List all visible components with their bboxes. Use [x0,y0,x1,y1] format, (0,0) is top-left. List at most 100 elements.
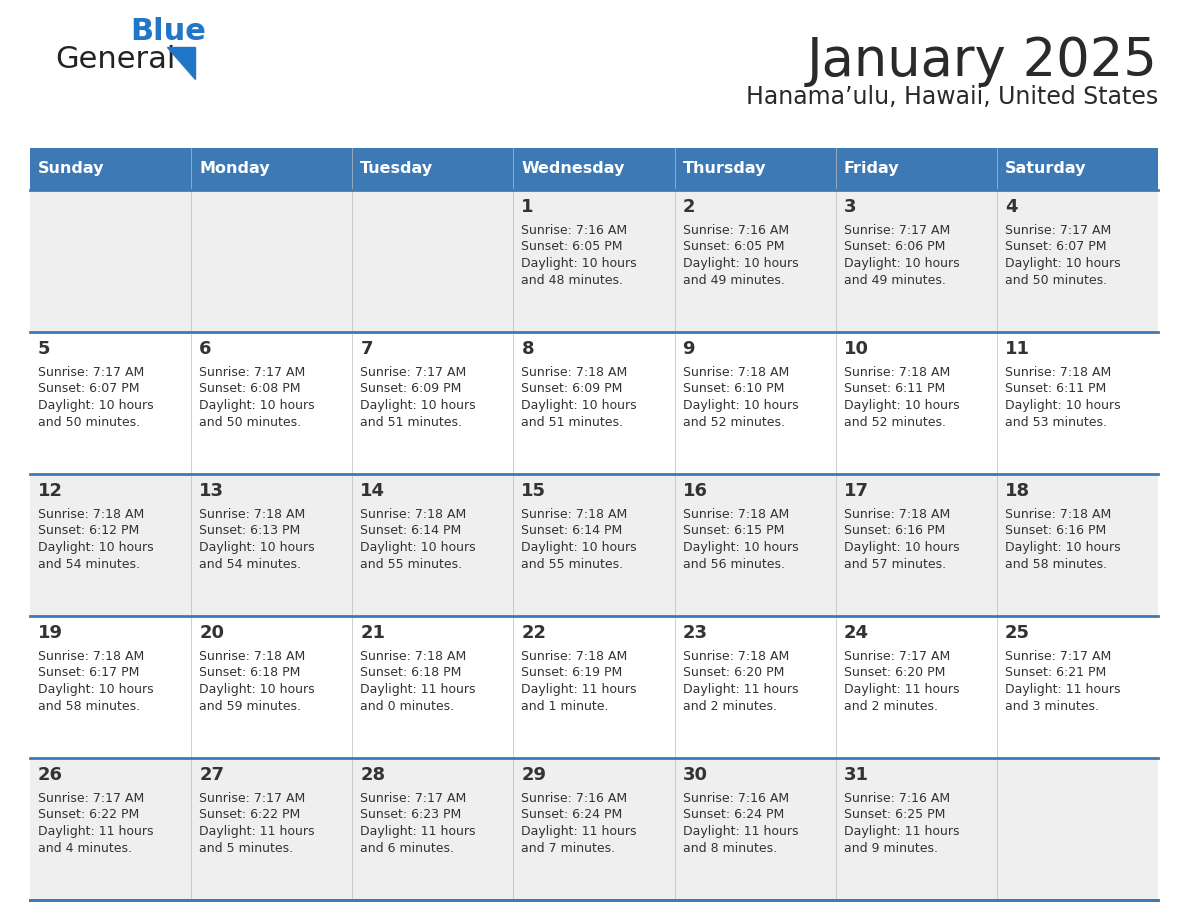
Text: Daylight: 11 hours: Daylight: 11 hours [522,825,637,838]
Text: Daylight: 10 hours: Daylight: 10 hours [360,399,476,412]
Text: Sunset: 6:17 PM: Sunset: 6:17 PM [38,666,139,679]
Text: Sunset: 6:11 PM: Sunset: 6:11 PM [1005,383,1106,396]
Text: Sunset: 6:11 PM: Sunset: 6:11 PM [843,383,944,396]
Text: Sunset: 6:16 PM: Sunset: 6:16 PM [1005,524,1106,538]
Bar [675,148,835,190]
Bar [30,190,1158,332]
Text: Daylight: 10 hours: Daylight: 10 hours [522,399,637,412]
Text: Sunset: 6:09 PM: Sunset: 6:09 PM [522,383,623,396]
Text: Sunset: 6:09 PM: Sunset: 6:09 PM [360,383,462,396]
Text: and 2 minutes.: and 2 minutes. [843,700,937,712]
Text: Daylight: 11 hours: Daylight: 11 hours [360,683,475,696]
Text: Daylight: 10 hours: Daylight: 10 hours [38,683,153,696]
Bar [30,332,1158,474]
Bar [30,148,191,190]
Text: Sunset: 6:22 PM: Sunset: 6:22 PM [200,809,301,822]
Bar [191,148,353,190]
Text: and 59 minutes.: and 59 minutes. [200,700,301,712]
Text: Daylight: 11 hours: Daylight: 11 hours [683,683,798,696]
Text: and 51 minutes.: and 51 minutes. [360,416,462,429]
Bar [30,758,1158,900]
Text: and 50 minutes.: and 50 minutes. [38,416,140,429]
Text: General: General [55,45,176,74]
Text: 21: 21 [360,624,385,642]
Text: 7: 7 [360,340,373,358]
Text: Sunrise: 7:18 AM: Sunrise: 7:18 AM [38,508,144,521]
Text: Sunset: 6:20 PM: Sunset: 6:20 PM [843,666,946,679]
Text: Sunrise: 7:18 AM: Sunrise: 7:18 AM [843,508,950,521]
Text: Daylight: 10 hours: Daylight: 10 hours [683,541,798,554]
Text: Daylight: 10 hours: Daylight: 10 hours [1005,399,1120,412]
Text: 23: 23 [683,624,708,642]
Text: Sunrise: 7:17 AM: Sunrise: 7:17 AM [200,366,305,379]
Text: Daylight: 11 hours: Daylight: 11 hours [1005,683,1120,696]
Text: and 55 minutes.: and 55 minutes. [522,557,624,570]
Text: 31: 31 [843,766,868,784]
Text: Daylight: 10 hours: Daylight: 10 hours [360,541,476,554]
Text: and 57 minutes.: and 57 minutes. [843,557,946,570]
Text: and 8 minutes.: and 8 minutes. [683,842,777,855]
Text: Daylight: 11 hours: Daylight: 11 hours [360,825,475,838]
Text: Sunrise: 7:18 AM: Sunrise: 7:18 AM [200,650,305,663]
Polygon shape [168,47,195,79]
Text: 28: 28 [360,766,385,784]
Text: Sunset: 6:05 PM: Sunset: 6:05 PM [522,241,623,253]
Text: Sunrise: 7:17 AM: Sunrise: 7:17 AM [843,650,950,663]
Text: 15: 15 [522,482,546,500]
Text: Sunrise: 7:18 AM: Sunrise: 7:18 AM [683,650,789,663]
Text: 25: 25 [1005,624,1030,642]
Text: 27: 27 [200,766,225,784]
Text: Daylight: 11 hours: Daylight: 11 hours [843,825,959,838]
Text: 17: 17 [843,482,868,500]
Text: 22: 22 [522,624,546,642]
Text: Sunrise: 7:18 AM: Sunrise: 7:18 AM [522,366,627,379]
Text: and 55 minutes.: and 55 minutes. [360,557,462,570]
Text: Sunset: 6:24 PM: Sunset: 6:24 PM [683,809,784,822]
Text: Sunset: 6:16 PM: Sunset: 6:16 PM [843,524,944,538]
Text: and 2 minutes.: and 2 minutes. [683,700,777,712]
Text: Monday: Monday [200,162,270,176]
Text: and 52 minutes.: and 52 minutes. [843,416,946,429]
Text: and 6 minutes.: and 6 minutes. [360,842,454,855]
Text: Sunrise: 7:17 AM: Sunrise: 7:17 AM [38,366,144,379]
Text: Sunset: 6:18 PM: Sunset: 6:18 PM [360,666,462,679]
Text: Sunrise: 7:16 AM: Sunrise: 7:16 AM [522,224,627,237]
Text: Friday: Friday [843,162,899,176]
Text: Sunset: 6:07 PM: Sunset: 6:07 PM [1005,241,1106,253]
Text: Sunset: 6:10 PM: Sunset: 6:10 PM [683,383,784,396]
Text: Daylight: 11 hours: Daylight: 11 hours [200,825,315,838]
Text: and 7 minutes.: and 7 minutes. [522,842,615,855]
Text: and 5 minutes.: and 5 minutes. [200,842,293,855]
Text: and 51 minutes.: and 51 minutes. [522,416,624,429]
Text: 16: 16 [683,482,708,500]
Text: 9: 9 [683,340,695,358]
Text: and 1 minute.: and 1 minute. [522,700,609,712]
Text: 8: 8 [522,340,535,358]
Text: 24: 24 [843,624,868,642]
Bar [835,148,997,190]
Text: 29: 29 [522,766,546,784]
Text: 18: 18 [1005,482,1030,500]
Bar [353,148,513,190]
Text: Sunrise: 7:16 AM: Sunrise: 7:16 AM [843,792,950,805]
Text: and 54 minutes.: and 54 minutes. [200,557,301,570]
Text: Sunrise: 7:16 AM: Sunrise: 7:16 AM [683,792,789,805]
Text: Sunset: 6:08 PM: Sunset: 6:08 PM [200,383,301,396]
Text: and 56 minutes.: and 56 minutes. [683,557,784,570]
Text: Daylight: 11 hours: Daylight: 11 hours [683,825,798,838]
Text: 19: 19 [38,624,63,642]
Text: Sunset: 6:13 PM: Sunset: 6:13 PM [200,524,301,538]
Text: and 49 minutes.: and 49 minutes. [843,274,946,286]
Text: Sunrise: 7:18 AM: Sunrise: 7:18 AM [360,650,467,663]
Text: Daylight: 10 hours: Daylight: 10 hours [38,399,153,412]
Text: Sunrise: 7:17 AM: Sunrise: 7:17 AM [1005,650,1111,663]
Text: Daylight: 11 hours: Daylight: 11 hours [38,825,153,838]
Text: 12: 12 [38,482,63,500]
Text: Sunrise: 7:17 AM: Sunrise: 7:17 AM [38,792,144,805]
Text: Saturday: Saturday [1005,162,1086,176]
Text: and 48 minutes.: and 48 minutes. [522,274,624,286]
Text: 3: 3 [843,198,857,216]
Bar [513,148,675,190]
Text: Daylight: 10 hours: Daylight: 10 hours [1005,257,1120,270]
Text: Sunset: 6:14 PM: Sunset: 6:14 PM [522,524,623,538]
